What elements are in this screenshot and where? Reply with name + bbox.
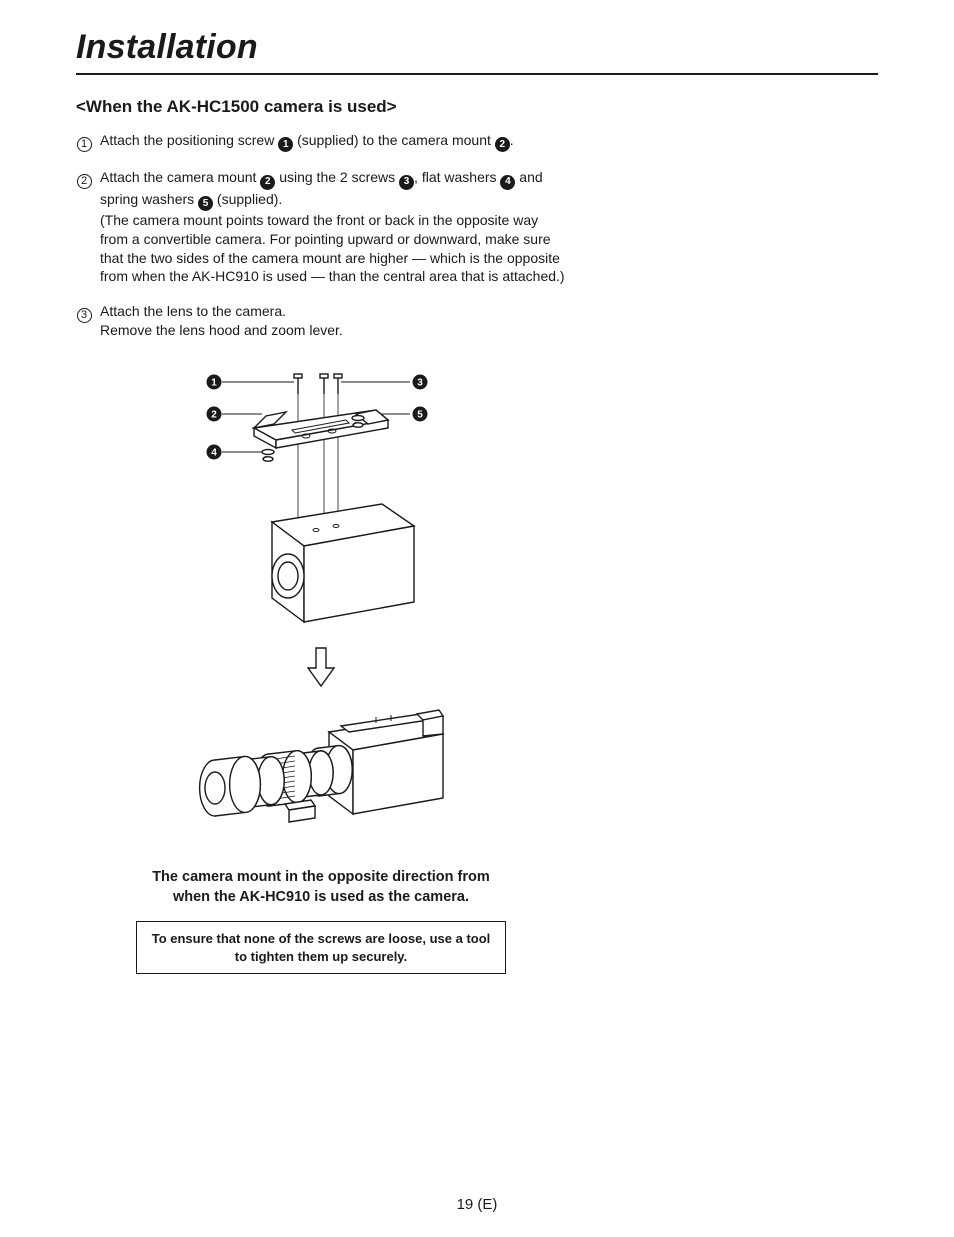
svg-text:2: 2 <box>211 410 217 421</box>
part-ref-5: 5 <box>198 196 213 211</box>
part-ref-3: 3 <box>399 175 414 190</box>
svg-text:1: 1 <box>211 378 217 389</box>
step-item: 1Attach the positioning screw 1 (supplie… <box>76 131 566 152</box>
svg-text:5: 5 <box>417 410 423 421</box>
step-text: Attach the lens to the camera.Remove the… <box>100 302 566 340</box>
part-ref-2: 2 <box>495 137 510 152</box>
part-ref-1: 1 <box>278 137 293 152</box>
section-subtitle: <When the AK-HC1500 camera is used> <box>76 97 878 117</box>
step-number: 1 <box>77 137 92 152</box>
figure-caption: The camera mount in the opposite directi… <box>136 868 506 907</box>
step-item: 2Attach the camera mount 2 using the 2 s… <box>76 168 566 286</box>
part-ref-2: 2 <box>260 175 275 190</box>
svg-text:4: 4 <box>211 448 217 459</box>
svg-text:3: 3 <box>417 378 423 389</box>
diagram-exploded: 1 3 2 5 4 <box>206 370 436 640</box>
safety-notice: To ensure that none of the screws are lo… <box>136 921 506 974</box>
step-text: Attach the positioning screw 1 (supplied… <box>100 131 566 152</box>
step-item: 3 Attach the lens to the camera.Remove th… <box>76 302 566 340</box>
page-title: Installation <box>76 28 878 75</box>
step-number: 3 <box>77 308 92 323</box>
step-number: 2 <box>77 174 92 189</box>
diagram-assembled <box>191 696 451 846</box>
steps-list: 1Attach the positioning screw 1 (supplie… <box>76 131 566 340</box>
figure-area: 1 3 2 5 4 The camera mount in the opposite d… <box>76 370 566 974</box>
step-text: Attach the camera mount 2 using the 2 sc… <box>100 168 566 286</box>
down-arrow-icon <box>304 646 338 690</box>
part-ref-4: 4 <box>500 175 515 190</box>
page-number: 19 (E) <box>0 1196 954 1213</box>
